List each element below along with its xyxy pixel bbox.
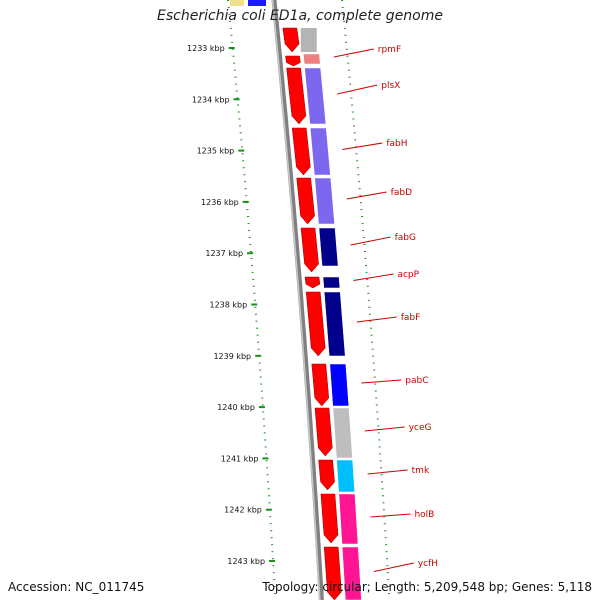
gene-label-ycfH: ycfH bbox=[418, 559, 438, 569]
gene-leader-acpP bbox=[353, 273, 394, 281]
gene-bar-holB bbox=[338, 493, 359, 545]
gene-label-plsX: plsX bbox=[381, 81, 400, 91]
features-layer bbox=[230, 0, 362, 600]
tick-label: 1242 kbp bbox=[224, 506, 262, 515]
tick-label: 1243 kbp bbox=[227, 557, 265, 566]
gene-leader-ycfH bbox=[373, 562, 414, 572]
tick-label: 1234 kbp bbox=[192, 95, 230, 104]
tick-label: 1241 kbp bbox=[221, 454, 259, 463]
gene-leader-fabG bbox=[350, 236, 391, 246]
tick-label: 1238 kbp bbox=[210, 301, 248, 310]
map-title: Escherichia coli ED1a, complete genome bbox=[157, 8, 443, 24]
gene-bar-fabF bbox=[323, 291, 346, 357]
labels-layer: rpmF plsX fabH fabD fabG acpP fabF pabC yceG tmk h… bbox=[333, 45, 438, 572]
gene-label-acpP: acpP bbox=[397, 270, 419, 280]
gene-label-yceG: yceG bbox=[409, 423, 432, 433]
forward-gene-arrow bbox=[323, 546, 342, 600]
forward-gene-arrow bbox=[286, 67, 307, 125]
top-feature-yellow bbox=[230, 0, 244, 6]
forward-gene-arrow bbox=[282, 27, 300, 53]
gene-label-fabG: fabG bbox=[395, 233, 416, 243]
forward-gene-arrow bbox=[320, 493, 339, 544]
genome-summary-text: Topology: circular; Length: 5,209,548 bp… bbox=[262, 580, 592, 594]
accession-text: Accession: NC_011745 bbox=[8, 580, 145, 594]
gene-bar-tmk bbox=[336, 459, 355, 493]
forward-gene-arrow bbox=[311, 363, 330, 407]
forward-gene-arrow bbox=[305, 291, 326, 357]
top-feature-blue bbox=[248, 0, 266, 6]
backbone-line bbox=[271, 0, 324, 600]
tick-label: 1239 kbp bbox=[213, 352, 251, 361]
top-gene-grey bbox=[300, 28, 317, 52]
forward-gene-arrow bbox=[296, 177, 315, 225]
gene-leader-fabF bbox=[356, 316, 397, 323]
gene-bar-pabC bbox=[329, 363, 350, 407]
tick-label: 1233 kbp bbox=[187, 44, 225, 53]
backbone-layer bbox=[271, 0, 324, 600]
gene-bar-fabG bbox=[318, 227, 339, 267]
gene-label-rpmF: rpmF bbox=[378, 45, 401, 55]
gene-bar-rpmF bbox=[303, 53, 321, 65]
gene-bar-plsX bbox=[304, 67, 327, 125]
gene-leader-yceG bbox=[364, 426, 405, 432]
backbone-highlight bbox=[271, 0, 321, 600]
gene-bar-acpP bbox=[322, 276, 341, 289]
gene-leader-tmk bbox=[367, 469, 408, 475]
tick-label: 1235 kbp bbox=[197, 147, 235, 156]
gene-bar-ycfH bbox=[341, 546, 362, 600]
gene-bar-fabD bbox=[314, 177, 335, 225]
gene-label-holB: holB bbox=[414, 510, 434, 520]
gene-leader-rpmF bbox=[333, 48, 374, 58]
forward-gene-arrow bbox=[291, 127, 311, 176]
gene-label-pabC: pabC bbox=[405, 376, 428, 386]
forward-gene-arrow bbox=[318, 459, 335, 491]
forward-gene-arrow bbox=[314, 407, 333, 457]
gene-leader-holB bbox=[370, 513, 411, 518]
gene-leader-fabD bbox=[346, 191, 387, 200]
gene-leader-plsX bbox=[337, 84, 378, 95]
gene-leader-pabC bbox=[361, 379, 402, 384]
tick-label: 1237 kbp bbox=[205, 249, 243, 258]
forward-gene-arrow bbox=[300, 227, 319, 273]
gene-label-fabF: fabF bbox=[401, 313, 421, 323]
gene-label-tmk: tmk bbox=[412, 466, 430, 476]
gene-leader-fabH bbox=[342, 142, 383, 150]
forward-gene-arrow bbox=[285, 55, 301, 67]
tick-ring-left bbox=[227, 0, 277, 600]
gene-label-fabD: fabD bbox=[391, 188, 412, 198]
ticks-layer: 1233 kbp 1234 kbp 1235 kbp 1236 kbp 1237 kbp… bbox=[187, 0, 391, 600]
gene-bar-fabH bbox=[309, 127, 331, 176]
tick-label: 1236 kbp bbox=[201, 198, 239, 207]
tick-ring-right bbox=[341, 0, 391, 600]
tick-label: 1240 kbp bbox=[217, 403, 255, 412]
forward-gene-arrow bbox=[304, 276, 321, 289]
gene-label-fabH: fabH bbox=[386, 139, 407, 149]
gene-bar-yceG bbox=[332, 407, 353, 459]
